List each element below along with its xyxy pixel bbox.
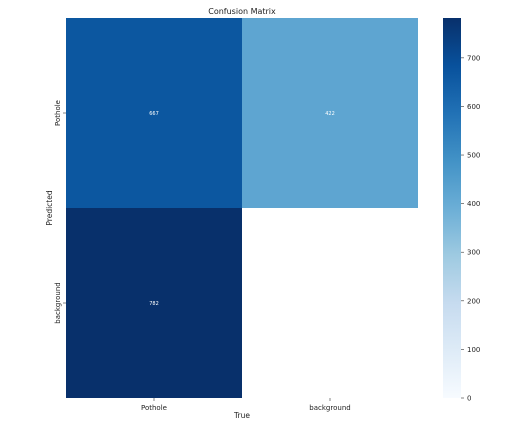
colorbar-tick-label: 200: [467, 297, 480, 305]
colorbar-tick-label: 100: [467, 346, 480, 354]
colorbar-tick-label: 400: [467, 200, 480, 208]
heatmap-cell: [66, 18, 242, 208]
heatmap-cells: [66, 18, 418, 398]
chart-title: Confusion Matrix: [208, 7, 276, 16]
colorbar-tick-label: 700: [467, 54, 480, 62]
x-tick-label: Pothole: [141, 404, 167, 412]
colorbar: [443, 18, 461, 398]
x-axis-ticks: Pothole background: [141, 398, 351, 412]
colorbar-ticks: 0 100 200 300 400 500 600 700: [461, 54, 480, 403]
x-tick-label: background: [309, 404, 350, 412]
cell-value-label: 422: [325, 111, 335, 117]
cell-value-label: 782: [149, 301, 159, 307]
heatmap-cell: [66, 208, 242, 398]
heatmap-cell-labels: 667 422 782: [149, 111, 335, 307]
colorbar-tick-label: 500: [467, 152, 480, 160]
y-tick-label: background: [54, 282, 62, 323]
colorbar-tick-label: 0: [467, 395, 471, 403]
heatmap-cell: [242, 18, 418, 208]
x-axis-label: True: [233, 411, 250, 420]
y-tick-label: Pothole: [54, 100, 62, 126]
y-axis-label: Predicted: [45, 190, 54, 225]
colorbar-tick-label: 300: [467, 249, 480, 257]
cell-value-label: 667: [149, 111, 159, 117]
y-axis-ticks: Pothole background: [54, 100, 66, 324]
colorbar-tick-label: 600: [467, 103, 480, 111]
